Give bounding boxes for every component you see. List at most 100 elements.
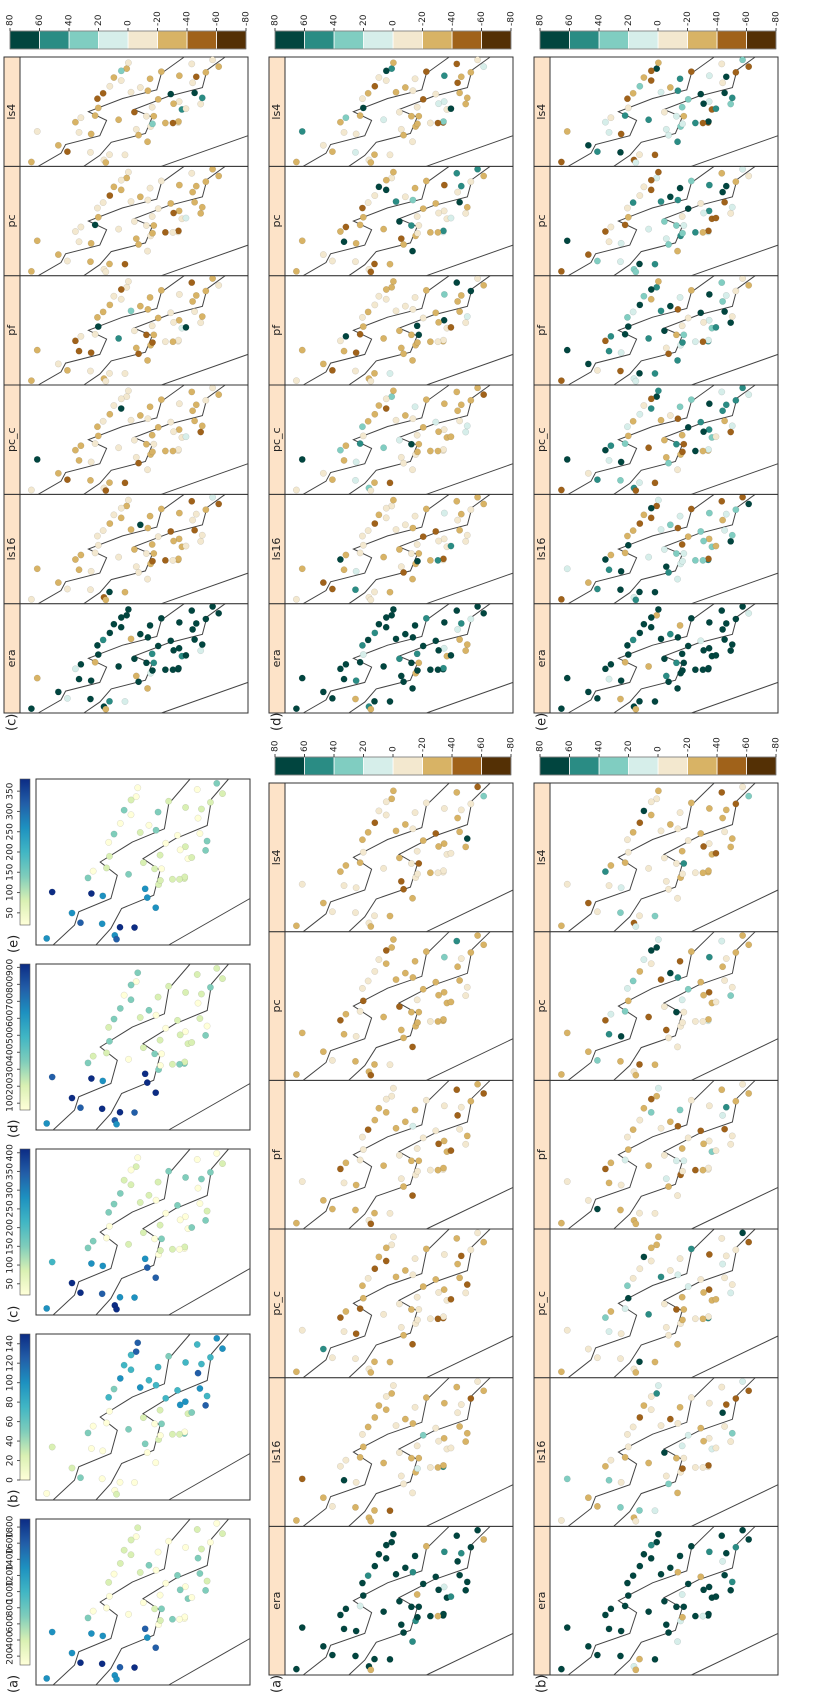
station-dot (456, 828, 464, 836)
station-dot (161, 119, 169, 127)
station-dot (116, 1004, 124, 1012)
station-dot (198, 990, 205, 998)
station-dot (170, 100, 178, 108)
station-dot (392, 635, 400, 643)
station-dot (117, 67, 125, 75)
station-dot (721, 636, 729, 644)
station-dot (434, 1464, 442, 1471)
station-dot (319, 579, 327, 587)
station-dot (148, 650, 156, 658)
station-dot (453, 388, 461, 396)
station-dot (188, 497, 196, 505)
station-dot (213, 1519, 221, 1527)
region-boundary (426, 353, 514, 386)
colorbar-tick-label: -40 (448, 737, 458, 752)
station-dot (397, 125, 405, 133)
station-dot (629, 199, 637, 207)
station-dot (722, 182, 730, 190)
station-dot (87, 239, 95, 247)
station-dot (678, 322, 686, 330)
station-dot (407, 1008, 415, 1016)
station-dot (206, 1168, 214, 1176)
station-dot (456, 1274, 464, 1282)
station-dot (352, 349, 360, 357)
station-dot (144, 633, 152, 641)
station-dot (593, 1354, 601, 1362)
station-dot (409, 1420, 417, 1427)
station-dot (662, 125, 670, 133)
station-dot (415, 112, 423, 120)
station-dot (647, 960, 655, 968)
station-dot (411, 1552, 419, 1560)
station-dot (400, 241, 408, 248)
station-dot (386, 479, 394, 487)
station-dot (722, 73, 730, 81)
station-dot (645, 662, 653, 670)
station-dot (84, 1059, 92, 1067)
station-dot (601, 1611, 609, 1619)
station-dot (728, 531, 736, 539)
station-dot (419, 1431, 427, 1439)
station-dot (457, 1103, 465, 1111)
station-dot (298, 237, 306, 245)
station-dot (189, 79, 197, 87)
station-dot (727, 843, 735, 851)
station-dot (732, 800, 740, 808)
station-dot (99, 1632, 107, 1640)
station-dot (447, 433, 455, 441)
station-dot (739, 1080, 747, 1088)
station-dot (152, 1459, 160, 1467)
facet-label: pf (535, 1148, 548, 1160)
station-dot (352, 458, 360, 466)
station-dot (462, 992, 470, 1000)
region-boundary (613, 1377, 756, 1527)
station-dot (745, 281, 753, 289)
colorbar-tick-label: 200 (6, 1647, 16, 1664)
facet-label: era (535, 1592, 548, 1610)
station-dot (684, 1580, 692, 1588)
station-dot (375, 74, 383, 81)
facet-label: era (270, 649, 283, 667)
station-dot (94, 651, 102, 659)
station-dot (110, 1385, 118, 1393)
station-dot (298, 1624, 306, 1632)
station-dot (340, 456, 348, 464)
station-dot (722, 955, 730, 963)
station-dot (697, 1127, 705, 1135)
station-dot (719, 625, 727, 633)
colorbar-tick-label: -40 (448, 11, 458, 26)
colorbar-bin (746, 30, 777, 50)
station-dot (215, 391, 223, 399)
region-boundary (348, 56, 491, 167)
station-dot (640, 1550, 648, 1558)
colorbar-tick-label: 1200 (6, 1564, 16, 1587)
facet-label: pc (535, 999, 548, 1012)
station-dot (419, 533, 427, 541)
station-dot (419, 423, 427, 431)
region-boundary (168, 1453, 251, 1501)
station-dot (636, 301, 644, 309)
station-dot (435, 318, 443, 326)
station-dot (127, 1181, 135, 1189)
station-dot (189, 297, 197, 305)
station-dot (467, 1543, 475, 1551)
station-dot (687, 799, 695, 807)
station-dot (678, 1145, 686, 1152)
station-dot (435, 209, 443, 217)
colorbar-tick-label: 0 (389, 20, 399, 26)
station-dot (157, 286, 165, 294)
station-dot (453, 169, 461, 177)
station-dot (196, 1385, 204, 1392)
station-dot (593, 1502, 601, 1510)
station-dot (292, 1368, 300, 1376)
station-dot (617, 695, 624, 703)
station-dot (617, 1181, 625, 1189)
station-dot (457, 955, 465, 963)
station-dot (745, 941, 753, 949)
station-dot (135, 678, 143, 686)
station-dot (192, 510, 200, 518)
station-dot (584, 899, 592, 907)
station-dot (617, 458, 625, 466)
station-dot (198, 313, 206, 321)
station-dot (705, 1583, 713, 1591)
